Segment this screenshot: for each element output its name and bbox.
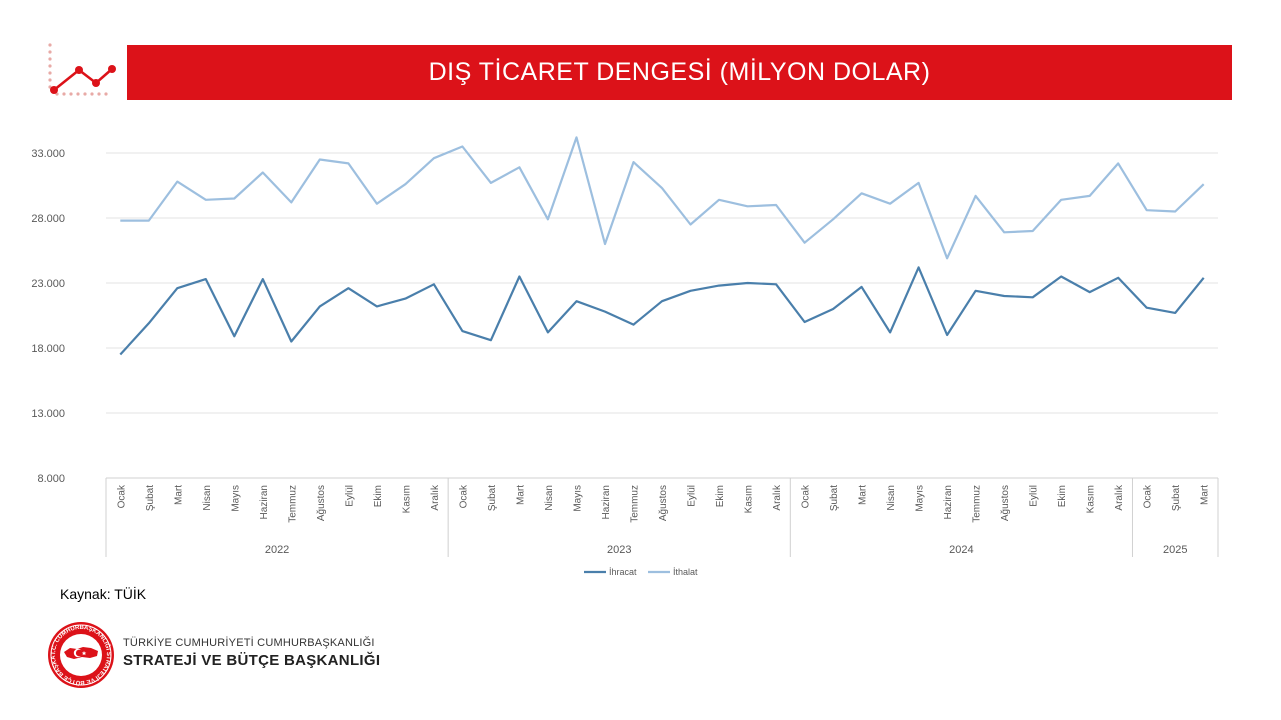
y-tick-label: 28.000 bbox=[31, 213, 65, 225]
y-tick-label: 8.000 bbox=[37, 473, 65, 485]
x-tick-label: Haziran bbox=[601, 485, 612, 519]
x-tick-label: Nisan bbox=[544, 485, 555, 511]
x-tick-label: Mayıs bbox=[572, 485, 583, 512]
x-tick-label: Aralık bbox=[772, 484, 783, 511]
x-tick-label: Kasım bbox=[744, 485, 755, 513]
y-tick-label: 33.000 bbox=[31, 148, 65, 160]
x-tick-label: Şubat bbox=[145, 485, 156, 511]
y-tick-label: 13.000 bbox=[31, 408, 65, 420]
x-tick-label: Mayıs bbox=[230, 485, 241, 512]
line-chart-icon bbox=[44, 40, 124, 105]
trade-balance-line-chart: 8.000 13.000 18.000 23.000 28.000 33.000 Ocak Ş… bbox=[31, 136, 1219, 577]
x-tick-label: Ekim bbox=[1057, 485, 1068, 507]
x-tick-label: Ocak bbox=[458, 484, 469, 508]
x-tick-label: Aralık bbox=[430, 484, 441, 511]
x-tick-label: Ocak bbox=[116, 484, 127, 508]
x-tick-label: Temmuz bbox=[287, 485, 298, 523]
x-tick-label: Mart bbox=[858, 485, 869, 505]
y-tick-label: 18.000 bbox=[31, 343, 65, 355]
page-title: DIŞ TİCARET DENGESİ (MİLYON DOLAR) bbox=[127, 45, 1232, 100]
x-tick-label: Ağustos bbox=[316, 485, 327, 521]
y-tick-label: 23.000 bbox=[31, 278, 65, 290]
source-note: Kaynak: TÜİK bbox=[60, 586, 147, 602]
org-name-line1: TÜRKİYE CUMHURİYETİ CUMHURBAŞKANLIĞI bbox=[123, 637, 375, 649]
x-tick-label: Şubat bbox=[487, 485, 498, 511]
series-line-i̇hracat bbox=[119, 266, 1205, 356]
x-tick-label: Temmuz bbox=[629, 485, 640, 523]
x-tick-label: Mart bbox=[1200, 485, 1211, 505]
x-tick-label: Ağustos bbox=[658, 485, 669, 521]
year-label: 2025 bbox=[1163, 544, 1187, 556]
x-tick-label: Eylül bbox=[344, 485, 355, 507]
year-label: 2023 bbox=[607, 544, 631, 556]
x-tick-label: Kasım bbox=[1086, 485, 1097, 513]
year-label: 2024 bbox=[949, 544, 973, 556]
x-tick-label: Eylül bbox=[687, 485, 698, 507]
x-tick-label: Kasım bbox=[401, 485, 412, 513]
legend-label: İhracat bbox=[609, 567, 637, 577]
x-tick-label: Ekim bbox=[715, 485, 726, 507]
year-label: 2022 bbox=[265, 544, 289, 556]
x-tick-label: Haziran bbox=[259, 485, 270, 519]
org-name-line2: STRATEJİ VE BÜTÇE BAŞKANLIĞI bbox=[123, 652, 381, 669]
x-tick-label: Haziran bbox=[943, 485, 954, 519]
institution-logo: T.C. CUMHURBAŞKANLIĞI STRATEJİ VE BÜTÇE … bbox=[44, 614, 116, 695]
x-tick-label: Temmuz bbox=[972, 485, 983, 523]
x-tick-label: Ekim bbox=[373, 485, 384, 507]
x-tick-label: Nisan bbox=[886, 485, 897, 511]
x-tick-label: Mayıs bbox=[915, 485, 926, 512]
x-tick-label: Mart bbox=[173, 485, 184, 505]
series-line-i̇thalat bbox=[120, 136, 1205, 260]
x-tick-label: Nisan bbox=[202, 485, 213, 511]
x-tick-label: Aralık bbox=[1114, 484, 1125, 511]
legend-label: İthalat bbox=[673, 567, 698, 577]
x-tick-label: Ağustos bbox=[1000, 485, 1011, 521]
x-tick-label: Mart bbox=[515, 485, 526, 505]
x-tick-label: Ocak bbox=[801, 484, 812, 508]
x-tick-label: Eylül bbox=[1029, 485, 1040, 507]
x-tick-label: Şubat bbox=[829, 485, 840, 511]
x-tick-label: Şubat bbox=[1171, 485, 1182, 511]
x-tick-label: Ocak bbox=[1143, 484, 1154, 508]
